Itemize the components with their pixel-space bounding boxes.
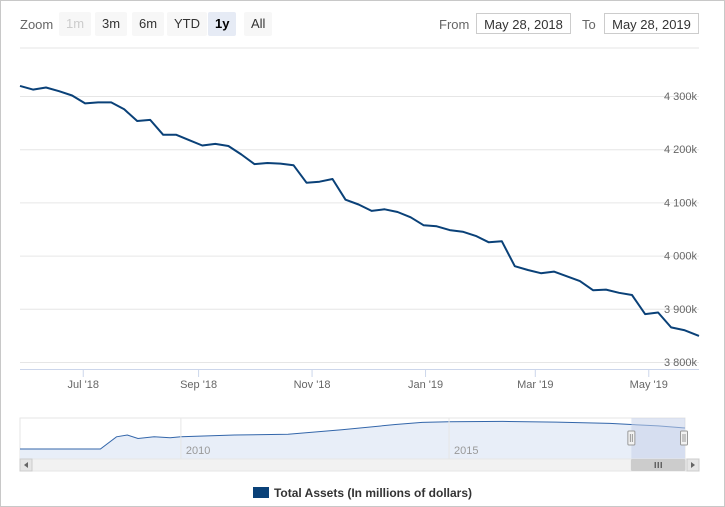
series-line[interactable]: [19, 84, 700, 337]
navigator-right-handle[interactable]: [680, 430, 688, 446]
navigator-tick-label: 2015: [454, 445, 478, 457]
zoom-label: Zoom: [20, 17, 54, 32]
navigator[interactable]: 2010 2015: [19, 417, 688, 460]
y-axis-labels: 4 300k 4 200k 4 100k 4 000k 3 900k 3 800k: [664, 91, 698, 369]
range-selector: Zoom 1m 3m 6m YTD 1y All From May 28, 20…: [1, 1, 724, 45]
y-tick-label: 4 000k: [664, 251, 698, 263]
x-axis-labels: Jul '18 Sep '18 Nov '18 Jan '19 Mar '19 May '…: [68, 379, 668, 391]
navigator-labels: 2010 2015: [180, 418, 479, 459]
zoom-6m-button[interactable]: 6m: [132, 12, 165, 36]
to-label: To: [582, 17, 596, 32]
legend[interactable]: Total Assets (In millions of dollars): [1, 486, 724, 500]
zoom-1m-button[interactable]: 1m: [59, 12, 92, 36]
y-tick-label: 3 800k: [664, 357, 698, 369]
navigator-selected-range[interactable]: [631, 418, 685, 459]
y-tick-label: 3 900k: [664, 304, 698, 316]
grid-lines: [20, 47, 699, 363]
handle-body: [627, 430, 636, 446]
x-tick-label: Mar '19: [517, 379, 553, 391]
navigator-area: [20, 421, 685, 459]
x-axis: [20, 369, 699, 377]
x-tick-label: Jan '19: [408, 379, 443, 391]
x-tick-label: Sep '18: [180, 379, 217, 391]
from-date-input[interactable]: May 28, 2018: [476, 13, 571, 34]
scrollbar-track: [19, 458, 700, 472]
zoom-ytd-button[interactable]: YTD: [167, 12, 207, 36]
y-tick-label: 4 100k: [664, 197, 698, 209]
x-tick-label: Jul '18: [68, 379, 99, 391]
line-chart: 4 300k 4 200k 4 100k 4 000k 3 900k 3 800k Jul…: [19, 47, 700, 472]
y-tick-label: 4 300k: [664, 91, 698, 103]
scrollbar[interactable]: [19, 458, 700, 472]
to-date-input[interactable]: May 28, 2019: [604, 13, 699, 34]
from-label: From: [439, 17, 470, 32]
zoom-1y-button[interactable]: 1y: [208, 12, 237, 36]
legend-swatch: [252, 487, 269, 498]
navigator-line: [20, 420, 686, 450]
navigator-tick-label: 2010: [186, 445, 210, 457]
x-tick-label: May '19: [630, 379, 668, 391]
y-tick-label: 4 200k: [664, 144, 698, 156]
navigator-left-handle[interactable]: [627, 430, 636, 446]
legend-label: Total Assets (In millions of dollars): [273, 486, 473, 500]
arrow-left-icon: [24, 462, 28, 468]
x-tick-label: Nov '18: [294, 379, 331, 391]
navigator-handles[interactable]: [627, 430, 688, 446]
zoom-all-button[interactable]: All: [244, 12, 273, 36]
arrow-right-icon: [691, 462, 695, 468]
zoom-3m-button[interactable]: 3m: [95, 12, 128, 36]
handle-body: [680, 430, 688, 446]
